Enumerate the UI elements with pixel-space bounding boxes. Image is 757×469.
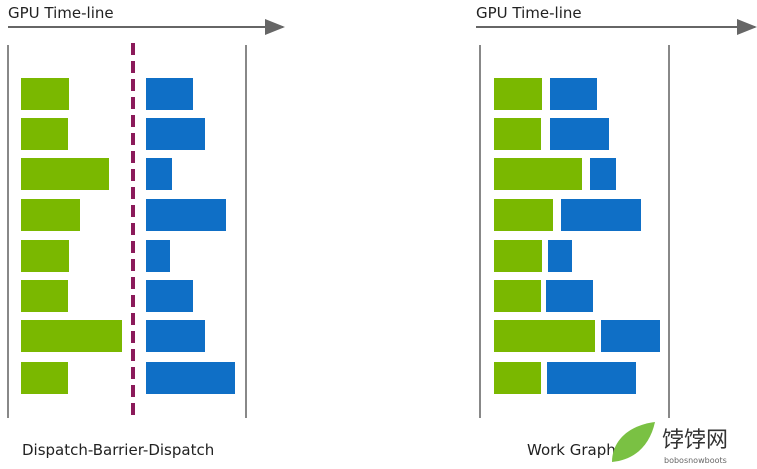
green-task — [494, 199, 553, 231]
green-task — [494, 280, 541, 312]
green-task — [21, 199, 80, 231]
caption: Dispatch-Barrier-Dispatch — [22, 441, 214, 459]
green-task — [21, 118, 68, 150]
blue-task — [550, 78, 597, 110]
blue-task — [146, 320, 205, 352]
blue-task — [550, 118, 609, 150]
blue-task — [146, 199, 226, 231]
green-task — [21, 240, 69, 272]
blue-task — [548, 240, 572, 272]
green-task — [494, 240, 542, 272]
green-task — [21, 362, 68, 394]
watermark-name: 饽饽网 — [662, 428, 728, 453]
blue-task — [601, 320, 660, 352]
timeline-label: GPU Time-line — [476, 4, 582, 22]
green-task — [494, 78, 542, 110]
blue-task — [146, 240, 170, 272]
green-task — [21, 78, 69, 110]
timeline-label: GPU Time-line — [8, 4, 114, 22]
blue-task — [146, 78, 193, 110]
caption: Work Graph — [527, 441, 616, 459]
blue-task — [590, 158, 616, 190]
watermark-url: bobosnowboots — [664, 456, 727, 465]
blue-task — [146, 280, 193, 312]
blue-task — [546, 280, 593, 312]
blue-task — [547, 362, 636, 394]
blue-task — [146, 158, 172, 190]
bars — [21, 78, 660, 394]
watermark-logo — [612, 422, 655, 462]
green-task — [494, 118, 541, 150]
green-task — [21, 158, 109, 190]
green-task — [494, 362, 541, 394]
blue-task — [146, 118, 205, 150]
blue-task — [146, 362, 235, 394]
green-task — [21, 320, 122, 352]
green-task — [21, 280, 68, 312]
blue-task — [561, 199, 641, 231]
green-task — [494, 320, 595, 352]
green-task — [494, 158, 582, 190]
